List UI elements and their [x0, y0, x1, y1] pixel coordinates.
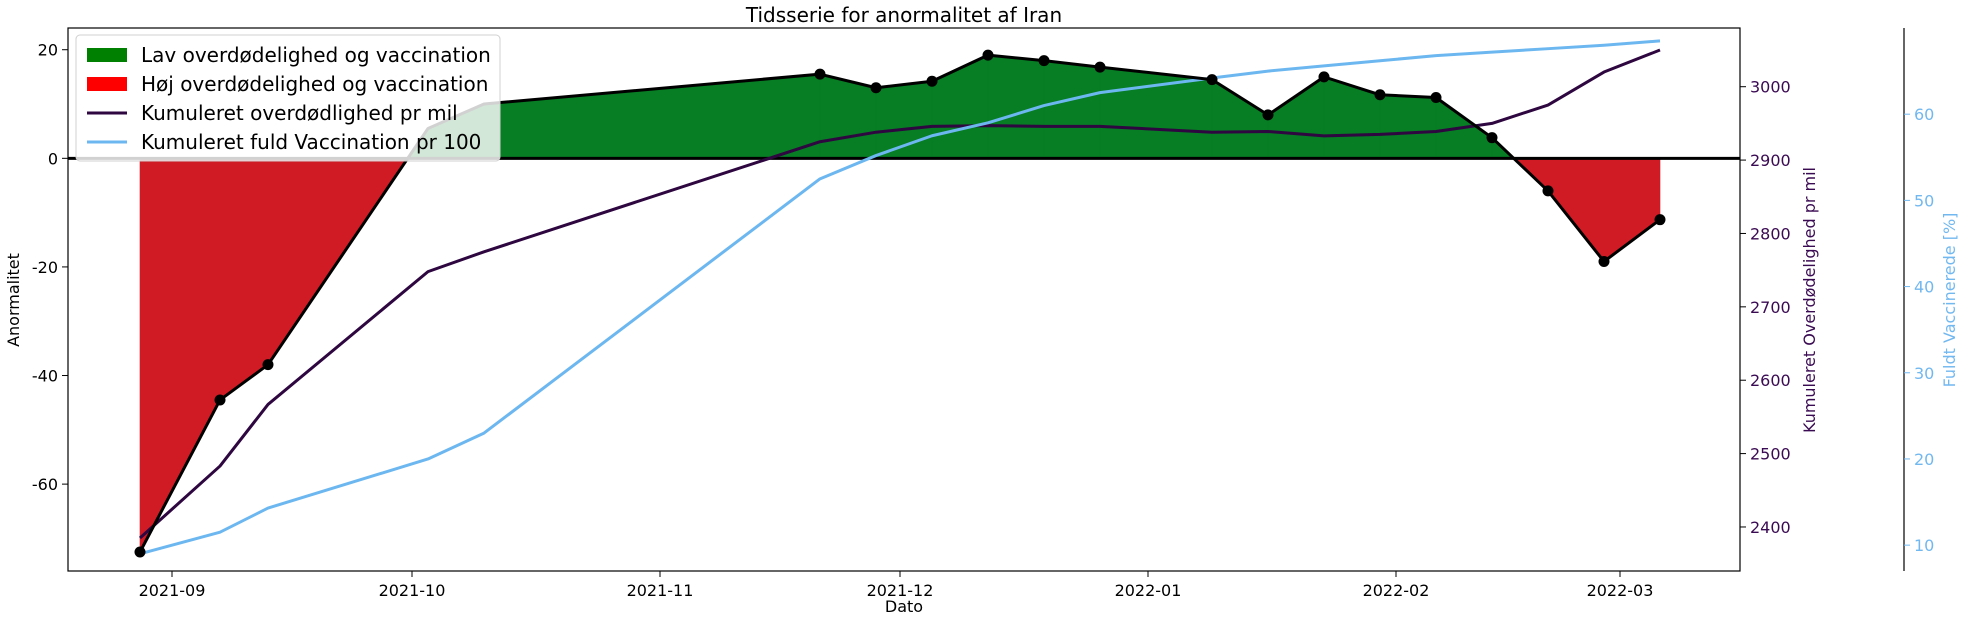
- anomaly-markers: [134, 49, 1666, 558]
- x-tick-label: 2021-09: [139, 581, 206, 600]
- anomaly-point: [1318, 71, 1330, 83]
- negative-area-segment: [219, 158, 269, 401]
- positive-area-segment: [1211, 79, 1269, 159]
- x-tick-label: 2021-10: [379, 581, 446, 600]
- anomaly-point: [214, 394, 226, 406]
- y-right-mortality-tick-label: 2900: [1750, 151, 1791, 170]
- anomaly-point: [1262, 109, 1274, 121]
- anomaly-point: [1206, 74, 1218, 86]
- y-axis-right-mortality: 3000 2900 2800 2700 2600 2500 2400: [1740, 78, 1791, 537]
- y-left-tick-label: 0: [48, 149, 58, 168]
- y-right-mortality-tick-label: 2400: [1750, 518, 1791, 537]
- y-right-mortality-tick-label: 2800: [1750, 224, 1791, 243]
- anomaly-point: [1542, 185, 1554, 197]
- chart-legend: Lav overdødelighed og vaccination Høj ove…: [75, 34, 501, 162]
- positive-area-segment: [483, 73, 821, 159]
- y-left-tick-label: -60: [32, 475, 58, 494]
- y-axis-right-vaccination-label: Fuldt Vaccinerede [%]: [1940, 213, 1959, 388]
- positive-area-segment: [1043, 60, 1101, 159]
- legend-box: [75, 34, 501, 162]
- negative-area-segment: [1547, 158, 1605, 263]
- legend-swatch: [87, 77, 127, 91]
- y-right-vaccination-tick-label: 20: [1914, 450, 1934, 469]
- x-axis-label: Dato: [885, 597, 923, 616]
- y-right-vaccination-tick-label: 50: [1914, 191, 1934, 210]
- x-tick-label: 2022-03: [1587, 581, 1654, 600]
- vaccination-line: [139, 39, 1661, 556]
- anomaly-point: [1430, 92, 1442, 104]
- x-tick-label: 2021-12: [867, 581, 934, 600]
- x-tick-label: 2022-01: [1115, 581, 1182, 600]
- y-right-vaccination-tick-label: 60: [1914, 105, 1934, 124]
- chart-title: Tidsserie for anormalitet af Iran: [745, 3, 1062, 27]
- y-axis-left: 20 0 -20 -40 -60: [32, 41, 68, 494]
- negative-area-segment: [139, 158, 221, 553]
- legend-entry-label: Lav overdødelighed og vaccination: [141, 43, 491, 67]
- x-axis: 2021-09 2021-10 2021-11 2021-12 2022-01 2022-…: [139, 571, 1654, 600]
- plot-frame: [67, 27, 1741, 572]
- anomaly-point: [982, 49, 994, 61]
- positive-area-segment: [1267, 76, 1325, 159]
- y-right-vaccination-tick-label: 10: [1914, 536, 1934, 555]
- y-right-mortality-tick-label: 2700: [1750, 298, 1791, 317]
- anomaly-point: [262, 359, 274, 371]
- anomaly-point: [134, 546, 146, 558]
- legend-entry-label: Høj overdødelighed og vaccination: [141, 72, 488, 96]
- y-right-vaccination-tick-label: 40: [1914, 278, 1934, 297]
- y-left-tick-label: -20: [32, 258, 58, 277]
- x-tick-label: 2021-11: [627, 581, 694, 600]
- negative-area-segment: [1603, 158, 1661, 263]
- positive-area-segment: [1323, 76, 1381, 159]
- y-left-tick-label: 20: [38, 41, 58, 60]
- y-right-mortality-tick-label: 2600: [1750, 371, 1791, 390]
- y-axis-right-mortality-label: Kumuleret Overdødelighed pr mil: [1800, 167, 1819, 433]
- y-right-vaccination-tick-label: 30: [1914, 364, 1934, 383]
- anomaly-point: [1598, 255, 1610, 267]
- y-right-mortality-tick-label: 2500: [1750, 445, 1791, 464]
- y-left-tick-label: -40: [32, 367, 58, 386]
- anomaly-point: [814, 68, 826, 80]
- anomaly-point: [870, 82, 882, 94]
- anomaly-point: [1374, 89, 1386, 101]
- y-axis-left-label: Anormalitet: [4, 253, 23, 347]
- legend-entry-label: Kumuleret overdødlighed pr mil: [141, 101, 458, 125]
- anomaly-point: [1654, 214, 1666, 226]
- mortality-line: [138, 48, 1661, 540]
- anomaly-point: [1038, 55, 1050, 67]
- positive-area-segment: [1379, 94, 1437, 159]
- legend-entry-label: Kumuleret fuld Vaccination pr 100: [141, 130, 481, 154]
- y-axis-right-vaccination: 60 50 40 30 20 10: [1903, 28, 1934, 571]
- anomaly-point: [1486, 132, 1498, 144]
- x-tick-label: 2022-02: [1363, 581, 1430, 600]
- anomaly-point: [1094, 61, 1106, 73]
- y-right-mortality-tick-label: 3000: [1750, 78, 1791, 97]
- anomaly-point: [926, 75, 938, 87]
- legend-swatch: [87, 48, 127, 62]
- positive-area-segment: [931, 54, 989, 159]
